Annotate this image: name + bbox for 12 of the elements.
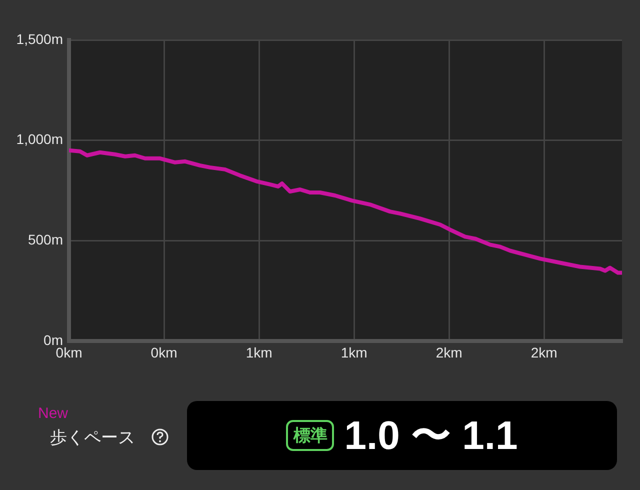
x-tick-label: 0km	[150, 344, 178, 360]
y-tick-label: 1,000m	[16, 131, 63, 148]
x-tick-label: 2km	[530, 344, 558, 360]
x-tick-label: 2km	[436, 344, 462, 360]
text: New	[38, 405, 68, 422]
text: 標準	[286, 420, 334, 451]
y-tick-label: 1,500m	[16, 30, 63, 47]
text: 1.0 〜 1.1	[344, 413, 518, 460]
text: 歩くペース	[50, 427, 135, 449]
x-tick-label: 1km	[246, 344, 272, 360]
x-tick-label: 1km	[340, 344, 368, 360]
y-tick-label: 500m	[28, 232, 63, 248]
